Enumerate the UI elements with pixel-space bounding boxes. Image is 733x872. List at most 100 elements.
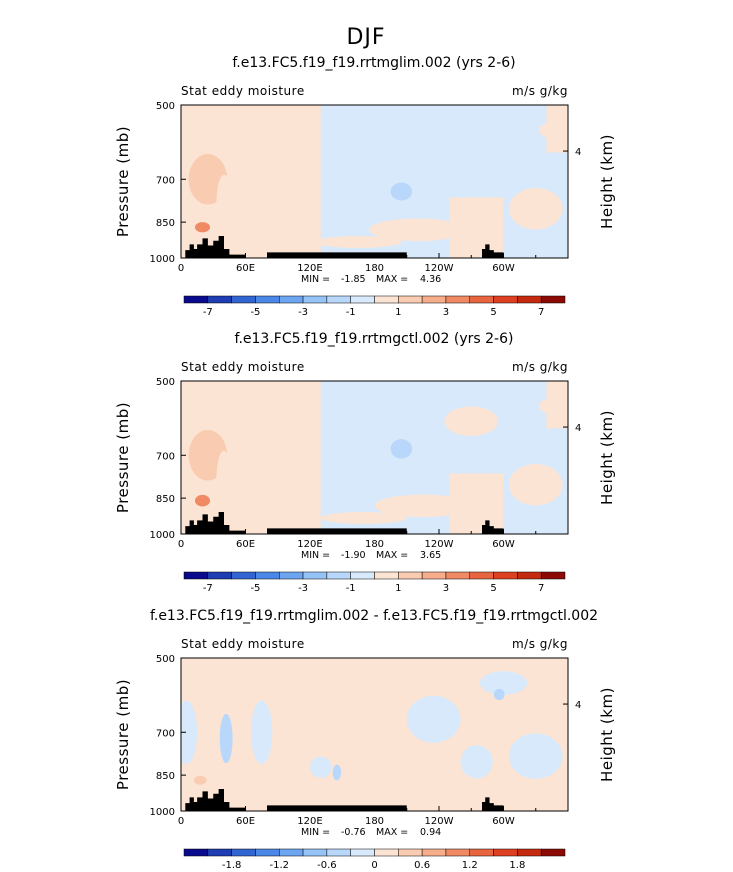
colorbar-swatch [517, 848, 542, 857]
field-blob [374, 494, 472, 518]
x-tick-label: 60W [492, 539, 515, 550]
field-blob [216, 450, 232, 508]
panels: f.e13.FC5.f19_f19.rrtmglim.002 (yrs 2-6)… [114, 55, 616, 871]
field-blob [498, 385, 542, 411]
field-blob [449, 200, 504, 233]
colorbar-swatch [326, 571, 351, 580]
colorbar-label: -1.2 [269, 860, 289, 871]
panel-left-label: Stat eddy moisture [181, 637, 305, 651]
field-blob [390, 182, 413, 201]
max-label: MAX = [376, 827, 408, 838]
colorbar-swatch [302, 295, 328, 304]
colorbar-swatch [540, 295, 566, 304]
colorbar-swatch [231, 848, 256, 857]
min-value: -0.76 [341, 827, 366, 838]
panel-left-label: Stat eddy moisture [181, 360, 305, 374]
colorbar-label: -0.6 [317, 860, 337, 871]
colorbar-swatch [231, 295, 256, 304]
field-blob [508, 463, 563, 506]
field-blob [332, 764, 342, 781]
colorbar-swatch [207, 571, 232, 580]
min-label: MIN = [301, 550, 330, 561]
colorbar-swatch [326, 295, 351, 304]
colorbar-swatch [279, 295, 304, 304]
colorbar-swatch [374, 571, 399, 580]
y-tick-label: 1000 [150, 254, 175, 265]
colorbar-swatch [374, 295, 399, 304]
field-blob [279, 120, 298, 140]
max-label: MAX = [376, 274, 408, 285]
field [181, 105, 568, 258]
colorbar-swatch [445, 571, 470, 580]
min-label: MIN = [301, 274, 330, 285]
colorbar-label: 1.8 [509, 860, 525, 871]
colorbar-swatch [279, 571, 304, 580]
field-blob [538, 122, 565, 138]
panel-title: f.e13.FC5.f19_f19.rrtmglim.002 (yrs 2-6) [232, 55, 515, 71]
colorbar-label: -1.8 [222, 860, 242, 871]
panel-right-label: m/s g/kg [512, 360, 568, 374]
y-tick-label: 500 [156, 377, 175, 388]
colorbar-label: -1 [346, 307, 356, 318]
colorbar-swatch [231, 571, 256, 580]
colorbar-swatch [517, 571, 542, 580]
colorbar-swatch [207, 295, 232, 304]
field-blob [369, 218, 466, 242]
colorbar-swatch [445, 295, 470, 304]
colorbar-label: 3 [443, 307, 449, 318]
x-tick-label: 180 [365, 539, 384, 550]
colorbar-label: -3 [298, 307, 308, 318]
field-blob [181, 396, 205, 416]
panel-title: f.e13.FC5.f19_f19.rrtmglim.002 - f.e13.F… [150, 608, 598, 624]
x-tick-label: 0 [178, 539, 184, 550]
field-blob [216, 174, 232, 232]
x-tick-label: 120W [425, 263, 454, 274]
colorbar-label: 7 [538, 583, 544, 594]
min-value: -1.90 [341, 550, 366, 561]
colorbar-swatch [398, 848, 423, 857]
field-blob [250, 700, 273, 765]
colorbar-swatch [421, 848, 447, 857]
x-tick-label: 120E [297, 539, 322, 550]
colorbar-label: 0 [371, 860, 377, 871]
y2-axis-label: Height (km) [598, 134, 616, 229]
field-blob [279, 396, 298, 416]
colorbar-swatch [183, 295, 209, 304]
colorbar-swatch [493, 848, 518, 857]
colorbar-swatch [350, 571, 375, 580]
field-blob [320, 512, 407, 524]
y-tick-label: 850 [156, 771, 175, 782]
y2-axis-label: Height (km) [598, 410, 616, 505]
y-tick-label: 700 [156, 175, 175, 186]
field [181, 658, 568, 811]
x-tick-label: 180 [365, 816, 384, 827]
x-tick-label: 120E [297, 816, 322, 827]
colorbar-label: -1 [346, 583, 356, 594]
panel-left-label: Stat eddy moisture [181, 84, 305, 98]
colorbar-swatch [445, 848, 470, 857]
colorbar-swatch [398, 571, 423, 580]
colorbar: -7 -5 -3 -1 1 3 5 7 [183, 571, 566, 594]
colorbar-swatch [183, 571, 209, 580]
colorbar-swatch [540, 848, 566, 857]
y-axis-label: Pressure (mb) [114, 126, 132, 237]
min-value: -1.85 [341, 274, 366, 285]
panel-3: f.e13.FC5.f19_f19.rrtmglim.002 - f.e13.F… [114, 608, 616, 871]
colorbar-swatch [469, 295, 494, 304]
y-tick-label: 850 [156, 494, 175, 505]
x-tick-label: 60W [492, 816, 515, 827]
field-blob [390, 439, 413, 459]
field [181, 381, 568, 534]
colorbar-swatch [421, 571, 447, 580]
max-value: 3.65 [420, 550, 441, 561]
colorbar-swatch [493, 571, 518, 580]
colorbar-label: -5 [250, 583, 260, 594]
field-blob [181, 120, 205, 140]
colorbar-label: 1.2 [462, 860, 478, 871]
y-axis-label: Pressure (mb) [114, 402, 132, 513]
panel-right-label: m/s g/kg [512, 637, 568, 651]
y2-tick-label: 4 [575, 700, 581, 711]
field-blob [219, 713, 233, 764]
y-tick-label: 500 [156, 654, 175, 665]
colorbar-swatch [279, 848, 304, 857]
